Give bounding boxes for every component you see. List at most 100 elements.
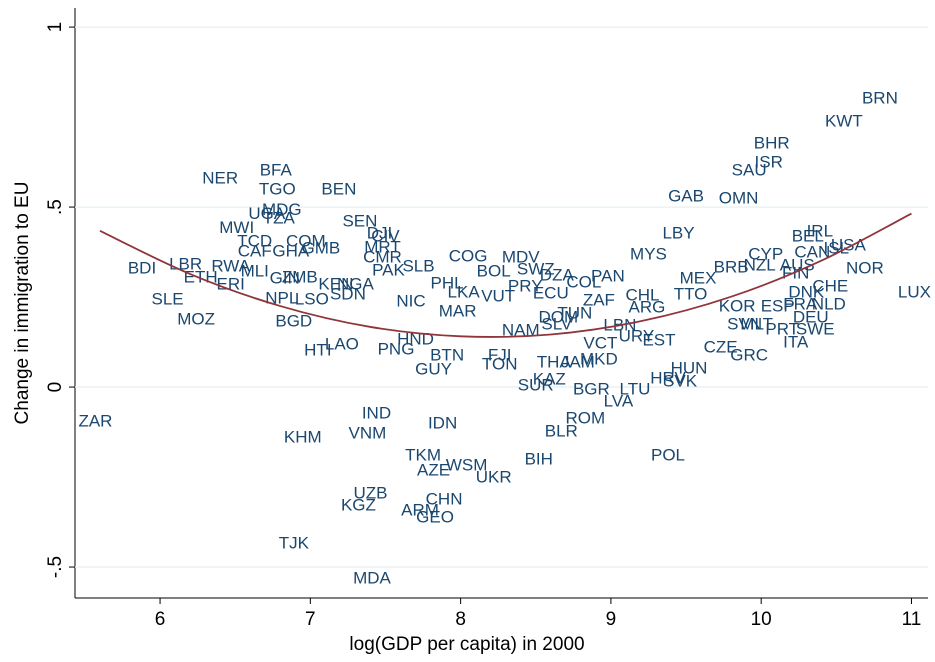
point-label: BEN — [321, 180, 356, 199]
point-label: BFA — [260, 161, 293, 180]
point-label: TCD — [237, 231, 272, 250]
point-label: NGA — [337, 275, 375, 294]
point-label: LBY — [662, 224, 694, 243]
y-tick-label: 1 — [45, 22, 66, 33]
point-label: KOR — [719, 297, 756, 316]
point-label: NLD — [812, 294, 846, 313]
point-label: DOM — [538, 307, 578, 326]
point-label: SDN — [330, 284, 366, 303]
point-label: KGZ — [341, 496, 376, 515]
point-label: BIH — [525, 450, 553, 469]
x-tick-label: 7 — [305, 609, 316, 630]
point-label: ROM — [566, 409, 606, 428]
point-label: UZB — [353, 483, 387, 502]
point-label: PAN — [591, 266, 625, 285]
point-label: SEN — [342, 212, 377, 231]
point-label: KHM — [284, 428, 322, 447]
point-label: AZE — [417, 460, 450, 479]
point-label: BDI — [128, 258, 156, 277]
point-label: LAO — [325, 334, 359, 353]
point-label: IDN — [428, 414, 457, 433]
point-label: BRN — [862, 89, 898, 108]
point-label: TTO — [674, 284, 708, 303]
point-label: USA — [831, 235, 867, 254]
point-label: MLI — [241, 262, 269, 281]
point-label: POL — [651, 446, 685, 465]
point-label: MOZ — [177, 310, 215, 329]
point-label: COG — [449, 247, 488, 266]
point-label: MAR — [439, 302, 477, 321]
point-label: NOR — [846, 258, 884, 277]
point-label: BGD — [275, 311, 312, 330]
point-label: BOL — [477, 262, 511, 281]
point-label: TZA — [263, 208, 296, 227]
point-label: WSM — [446, 455, 488, 474]
point-label: NER — [202, 168, 238, 187]
point-label: ZMB — [282, 267, 318, 286]
point-label: LVA — [604, 392, 634, 411]
point-label: CHE — [812, 276, 848, 295]
point-label: EST — [642, 330, 675, 349]
point-label: AUS — [780, 256, 815, 275]
point-label: COL — [566, 273, 601, 292]
point-label: GHA — [272, 242, 310, 261]
point-label: NPL — [265, 289, 298, 308]
y-tick-label: .5 — [45, 199, 66, 215]
point-label: MEX — [680, 269, 717, 288]
point-label: GMB — [301, 239, 340, 258]
point-label: TON — [482, 355, 518, 374]
point-label: TGO — [259, 180, 296, 199]
point-label: OMN — [719, 189, 759, 208]
point-label: ISL — [824, 239, 850, 258]
point-label: BGR — [573, 379, 610, 398]
point-label: TJK — [279, 533, 310, 552]
point-label: CIV — [371, 226, 400, 245]
point-label: LSO — [295, 289, 329, 308]
fit-line — [99, 212, 912, 338]
y-axis-title: Change in immigration to EU — [12, 182, 33, 425]
point-label: BTN — [430, 346, 464, 365]
point-label: ITA — [783, 333, 809, 352]
point-label: UGA — [248, 204, 286, 223]
point-label: IRL — [807, 221, 833, 240]
point-label: LTU — [620, 379, 651, 398]
point-label: GAB — [668, 186, 704, 205]
point-label: DJI — [367, 224, 393, 243]
point-label: ISR — [755, 153, 783, 172]
point-label: CMR — [363, 248, 402, 267]
point-label: TUN — [557, 303, 592, 322]
point-label: CHL — [625, 285, 659, 304]
point-label: ECU — [533, 284, 569, 303]
point-label: MRT — [364, 238, 401, 257]
point-label: DZA — [540, 266, 575, 285]
point-label: CAF — [238, 242, 272, 261]
x-tick-label: 9 — [606, 609, 617, 630]
point-label: BHR — [754, 134, 790, 153]
point-label: MLT — [740, 315, 773, 334]
point-label: PHL — [431, 274, 464, 293]
point-label: SLV — [541, 315, 573, 334]
point-label: PAK — [372, 261, 405, 280]
point-label: SWZ — [517, 260, 555, 279]
point-label: MWI — [219, 218, 254, 237]
point-label: KAZ — [533, 370, 566, 389]
point-label: THA — [537, 352, 572, 371]
point-label: JAM — [561, 352, 595, 371]
point-label: BRB — [714, 257, 749, 276]
point-label: NIC — [396, 292, 425, 311]
point-label: DNK — [788, 283, 825, 302]
point-label: FRA — [783, 294, 818, 313]
point-label: SVN — [727, 315, 762, 334]
y-tick-label: -.5 — [45, 556, 66, 578]
point-label: MKD — [580, 350, 618, 369]
point-label: VUT — [481, 287, 515, 306]
point-label: HRV — [650, 369, 686, 388]
point-label: KEN — [318, 275, 353, 294]
x-tick-label: 8 — [455, 609, 466, 630]
point-label: GRC — [730, 346, 768, 365]
point-label: ZAR — [78, 411, 112, 430]
x-tick-label: 10 — [751, 609, 772, 630]
point-label: BEL — [792, 226, 824, 245]
